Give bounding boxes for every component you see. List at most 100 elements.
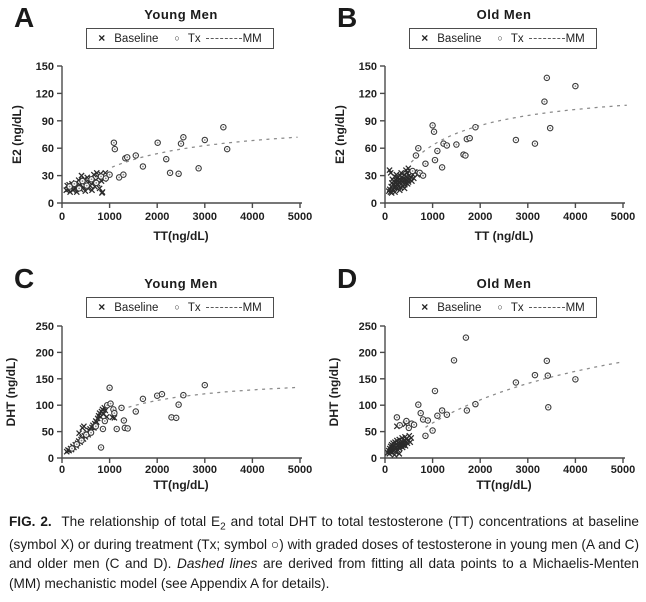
svg-text:150: 150 bbox=[36, 61, 54, 73]
legend: × Baseline ○ Tx MM bbox=[55, 297, 305, 318]
panel-D: D Old Men × Baseline ○ Tx MM 0 50 100 150 200 250… bbox=[323, 255, 646, 505]
tick-labels: 0 30 60 90 120 150 0 1000 2000 3000 4000 5000 bbox=[36, 61, 313, 223]
svg-text:2000: 2000 bbox=[145, 211, 169, 223]
legend-baseline-label: Baseline bbox=[114, 302, 159, 314]
svg-text:90: 90 bbox=[42, 116, 54, 128]
legend-mm-label: MM bbox=[242, 302, 262, 314]
svg-text:E2 (ng/dL): E2 (ng/dL) bbox=[10, 105, 24, 164]
caption-segment: Dashed lines bbox=[177, 556, 258, 572]
circle-marker-icon: ○ bbox=[497, 33, 503, 43]
panel-C: C Young Men × Baseline ○ Tx MM 0 50 100 150 200 2… bbox=[0, 255, 323, 505]
svg-text:5000: 5000 bbox=[288, 464, 312, 476]
x-marker-icon: × bbox=[421, 300, 429, 314]
tick-labels: 0 50 100 150 200 250 0 1000 2000 3000 4000 5000 bbox=[359, 321, 636, 476]
legend-tx-label: Tx bbox=[510, 33, 524, 45]
panel-title: Young Men bbox=[144, 276, 218, 291]
svg-text:4000: 4000 bbox=[563, 464, 587, 476]
axis-labels: TT (ng/dL) E2 (ng/dL) bbox=[333, 105, 533, 243]
svg-text:TT (ng/dL): TT (ng/dL) bbox=[475, 229, 534, 243]
dashed-line-icon bbox=[528, 307, 565, 308]
svg-text:150: 150 bbox=[359, 61, 377, 73]
svg-text:5000: 5000 bbox=[288, 211, 312, 223]
legend: × Baseline ○ Tx MM bbox=[378, 297, 628, 318]
svg-text:4000: 4000 bbox=[240, 211, 264, 223]
svg-text:3000: 3000 bbox=[193, 464, 217, 476]
panel-A: A Young Men × Baseline ○ Tx MM 0 30 60 90 120 150… bbox=[0, 0, 323, 255]
axis-labels: TT(ng/dL) DHT (ng/dL) bbox=[4, 358, 209, 492]
x-marker-icon: × bbox=[98, 31, 106, 45]
axes bbox=[57, 325, 302, 463]
svg-text:90: 90 bbox=[365, 116, 377, 128]
legend-baseline-label: Baseline bbox=[114, 33, 159, 45]
svg-text:2000: 2000 bbox=[145, 464, 169, 476]
circle-marker-icon: ○ bbox=[497, 302, 503, 312]
svg-text:120: 120 bbox=[359, 88, 377, 100]
caption-segment: The relationship of total E bbox=[51, 514, 221, 529]
scatter-plot-A: 0 30 60 90 120 150 0 1000 2000 3000 4000 5000 TT(ng/… bbox=[10, 61, 313, 243]
panel-title: Old Men bbox=[476, 276, 532, 291]
circle-marker-icon: ○ bbox=[174, 33, 180, 43]
svg-text:150: 150 bbox=[359, 374, 377, 386]
legend-tx-label: Tx bbox=[510, 302, 524, 314]
mm-curve bbox=[114, 386, 298, 413]
panel-label: B bbox=[337, 2, 359, 33]
legend-mm-label: MM bbox=[242, 33, 262, 45]
scatter-plot-C: 0 50 100 150 200 250 0 1000 2000 3000 4000 5000 TT(n… bbox=[4, 321, 312, 492]
svg-text:250: 250 bbox=[359, 321, 377, 333]
svg-text:DHT (ng/dL): DHT (ng/dL) bbox=[327, 358, 341, 427]
legend-mm-label: MM bbox=[565, 302, 585, 314]
baseline-series bbox=[384, 421, 415, 458]
caption-segment: and total DHT to total testosterone (TT)… bbox=[9, 514, 639, 572]
caption-segment: FIG. 2. bbox=[9, 514, 52, 529]
svg-text:150: 150 bbox=[36, 374, 54, 386]
svg-text:50: 50 bbox=[365, 427, 377, 439]
svg-text:0: 0 bbox=[59, 464, 65, 476]
panel-B: B Old Men × Baseline ○ Tx MM 0 30 60 90 120 150 0 1… bbox=[323, 0, 646, 255]
caption-segment: are derived from fitting all data points… bbox=[9, 556, 639, 591]
svg-text:3000: 3000 bbox=[516, 211, 540, 223]
svg-text:0: 0 bbox=[48, 453, 54, 465]
svg-text:0: 0 bbox=[59, 211, 65, 223]
legend-box: × Baseline ○ Tx MM bbox=[86, 28, 274, 49]
tx-series bbox=[409, 74, 579, 179]
svg-text:30: 30 bbox=[365, 171, 377, 183]
panel-title: Young Men bbox=[144, 7, 218, 22]
svg-text:100: 100 bbox=[359, 400, 377, 412]
x-marker-icon: × bbox=[98, 300, 106, 314]
legend-baseline-label: Baseline bbox=[437, 302, 482, 314]
svg-text:TT(ng/dL): TT(ng/dL) bbox=[476, 478, 531, 492]
svg-text:5000: 5000 bbox=[611, 211, 635, 223]
svg-text:DHT (ng/dL): DHT (ng/dL) bbox=[4, 358, 18, 427]
axes bbox=[380, 325, 625, 463]
svg-text:TT(ng/dL): TT(ng/dL) bbox=[153, 229, 208, 243]
tx-series bbox=[68, 381, 209, 452]
svg-text:200: 200 bbox=[36, 347, 54, 359]
svg-text:1000: 1000 bbox=[97, 211, 121, 223]
svg-text:2000: 2000 bbox=[468, 211, 492, 223]
panel-label: A bbox=[14, 2, 36, 33]
svg-text:1000: 1000 bbox=[420, 464, 444, 476]
svg-text:100: 100 bbox=[36, 400, 54, 412]
svg-text:0: 0 bbox=[371, 198, 377, 210]
legend-tx-label: Tx bbox=[187, 302, 201, 314]
x-marker-icon: × bbox=[421, 31, 429, 45]
svg-text:4000: 4000 bbox=[240, 464, 264, 476]
dashed-line-icon bbox=[528, 38, 565, 39]
legend: × Baseline ○ Tx MM bbox=[55, 28, 305, 49]
dashed-line-icon bbox=[205, 307, 242, 308]
svg-text:0: 0 bbox=[382, 211, 388, 223]
svg-text:60: 60 bbox=[42, 143, 54, 155]
legend-mm-label: MM bbox=[565, 33, 585, 45]
circle-marker-icon: ○ bbox=[174, 302, 180, 312]
scatter-plot-B: 0 30 60 90 120 150 0 1000 2000 3000 4000 5000 TT (ng… bbox=[333, 61, 635, 243]
panel-label: C bbox=[14, 263, 36, 294]
dashed-line-icon bbox=[205, 38, 242, 39]
svg-text:50: 50 bbox=[42, 427, 54, 439]
legend: × Baseline ○ Tx MM bbox=[378, 28, 628, 49]
caption-segment: 2 bbox=[220, 521, 226, 533]
scatter-plot-D: 0 50 100 150 200 250 0 1000 2000 3000 4000 5000 TT(n… bbox=[327, 321, 636, 492]
svg-text:250: 250 bbox=[36, 321, 54, 333]
axis-labels: TT(ng/dL) DHT (ng/dL) bbox=[327, 358, 532, 492]
legend-tx-label: Tx bbox=[187, 33, 201, 45]
